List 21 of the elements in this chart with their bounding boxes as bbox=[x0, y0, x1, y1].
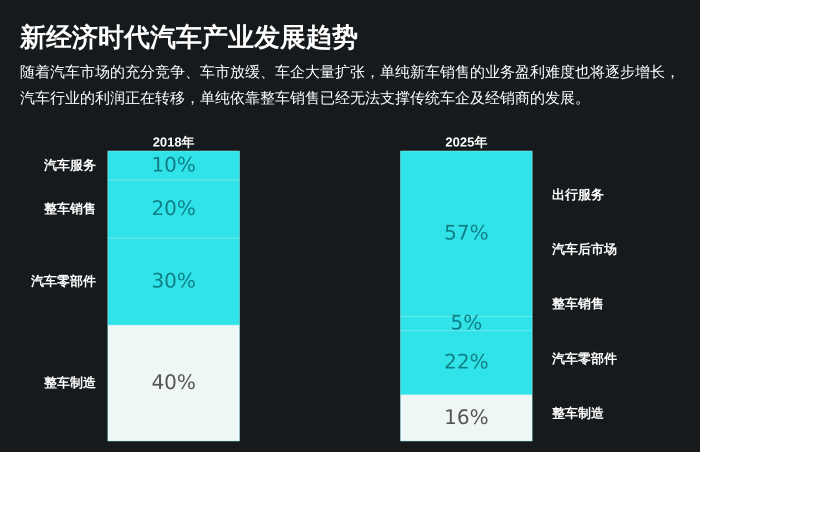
annotation: 汽车后市场 bbox=[551, 241, 618, 258]
data-label: 22% bbox=[444, 350, 489, 374]
series-label: 整车销售 bbox=[42, 201, 96, 217]
x-tick-label: 2018年 bbox=[152, 134, 195, 150]
data-label: 5% bbox=[450, 310, 482, 335]
data-label: 57% bbox=[444, 220, 489, 245]
series-label: 汽车服务 bbox=[42, 158, 96, 174]
data-label: 10% bbox=[151, 152, 196, 176]
annotation: 整车销售 bbox=[551, 296, 604, 312]
series-label: 整车制造 bbox=[42, 375, 97, 391]
annotation: 整车制造 bbox=[551, 406, 606, 422]
series-label: 汽车零部件 bbox=[30, 274, 96, 290]
annotation: 出行服务 bbox=[552, 188, 604, 203]
x-tick-label: 2025年 bbox=[445, 134, 488, 150]
annotation: 汽车零部件 bbox=[551, 350, 618, 367]
data-label: 40% bbox=[151, 370, 196, 394]
chart-title: 新经济时代汽车产业发展趋势 bbox=[19, 23, 358, 53]
data-label: 20% bbox=[151, 196, 196, 220]
data-label: 30% bbox=[151, 268, 196, 292]
chart-subtitle: 随着汽车市场的充分竞争、车市放缓、车企大量扩张，单纯新车销售的业务盈利难度也将逐步增长，汽车行业的利润正在转移，单纯依靠整车销售已经无法支撑传统车企及经销商的发展。 bbox=[20, 63, 680, 107]
data-label: 16% bbox=[444, 404, 489, 429]
